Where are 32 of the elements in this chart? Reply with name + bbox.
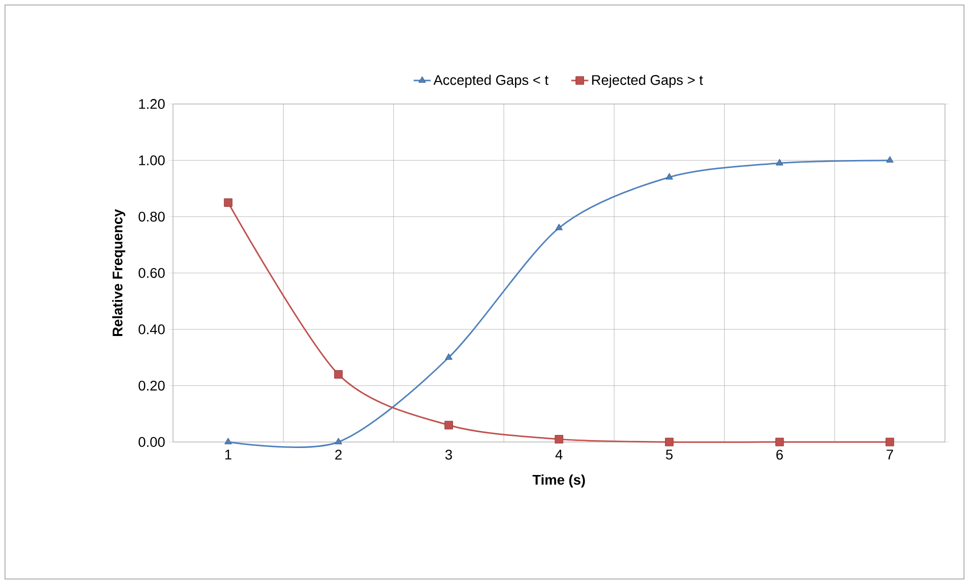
- x-tick-label: 5: [666, 450, 673, 460]
- point: [776, 158, 784, 166]
- point: [444, 420, 453, 430]
- x-tick-label: 2: [335, 450, 342, 460]
- legend-label: Accepted Gaps < t: [433, 74, 548, 88]
- point: [224, 438, 232, 444]
- y-axis-title: Relative Frequency: [112, 209, 126, 336]
- point: [224, 198, 232, 207]
- point: [334, 370, 343, 379]
- y-tick-label: 0.20: [138, 380, 165, 391]
- point: [555, 224, 563, 230]
- point: [886, 438, 894, 446]
- point: [666, 172, 673, 180]
- legend-label: Rejected Gaps > t: [592, 74, 703, 88]
- point: [775, 438, 784, 446]
- x-tick-label: 6: [776, 450, 783, 460]
- point: [445, 353, 452, 360]
- x-tick-label: 4: [555, 450, 562, 460]
- y-tick-label: 0.40: [138, 324, 165, 334]
- x-tick-label: 3: [445, 450, 452, 460]
- point: [886, 156, 894, 163]
- y-tick-label: 1.00: [139, 155, 165, 166]
- x-tick-label: 7: [886, 450, 894, 460]
- point: [554, 434, 564, 444]
- y-tick-label: 1.20: [139, 99, 165, 109]
- y-tick-label: 0.60: [138, 268, 165, 278]
- y-tick-label: 0.80: [138, 212, 165, 222]
- x-tick-label: 1: [225, 450, 232, 460]
- point: [665, 438, 674, 446]
- x-axis-title: Time (s): [532, 474, 585, 488]
- point: [334, 438, 342, 444]
- y-tick-label: 0.00: [138, 437, 165, 447]
